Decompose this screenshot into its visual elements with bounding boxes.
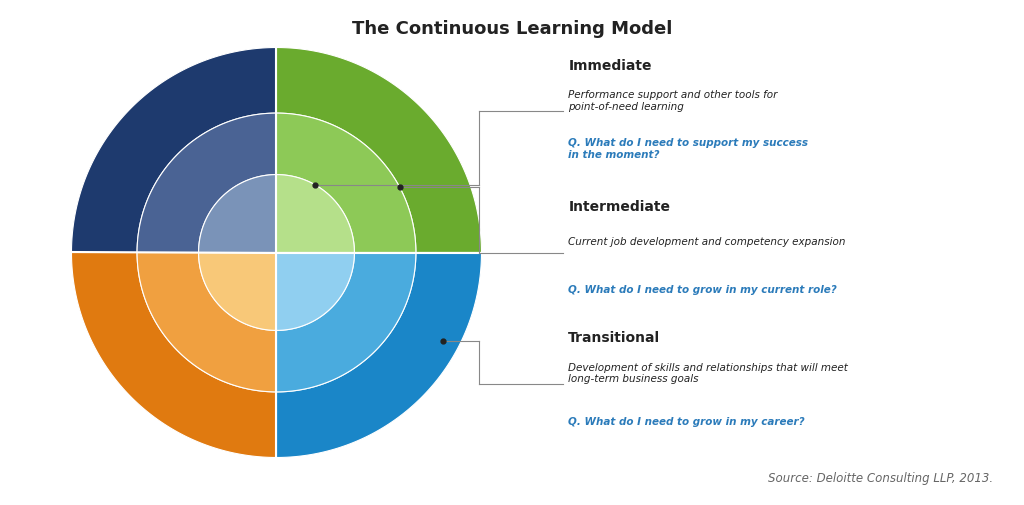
Text: P: P	[356, 86, 370, 102]
Polygon shape	[72, 252, 276, 458]
Polygon shape	[276, 47, 481, 252]
Text: E: E	[303, 68, 313, 82]
Polygon shape	[72, 47, 276, 252]
Text: C: C	[129, 131, 144, 145]
Text: E: E	[158, 386, 172, 401]
Text: X: X	[200, 411, 213, 427]
Polygon shape	[276, 113, 416, 253]
Text: Q. What do I need to support my success
in the moment?: Q. What do I need to support my success …	[568, 138, 808, 160]
Text: E: E	[443, 293, 458, 305]
Polygon shape	[199, 252, 276, 330]
Text: E: E	[224, 420, 236, 434]
Text: C: C	[93, 287, 108, 298]
Text: T: T	[288, 425, 297, 439]
Text: Immediate: Immediate	[568, 59, 652, 73]
Text: Development of skills and relationships that will meet
long-term business goals: Development of skills and relationships …	[568, 363, 848, 384]
Text: Transitional: Transitional	[568, 331, 660, 345]
Text: R: R	[138, 370, 155, 385]
Text: Intermediate: Intermediate	[568, 200, 671, 214]
Text: Source: Deloitte Consulting LLP, 2013.: Source: Deloitte Consulting LLP, 2013.	[768, 472, 993, 485]
Text: E: E	[110, 331, 125, 345]
Text: M: M	[347, 406, 364, 423]
Text: I: I	[124, 353, 137, 365]
Text: Q. What do I need to grow in my current role?: Q. What do I need to grow in my current …	[568, 285, 837, 295]
Text: N: N	[436, 313, 452, 327]
Text: Performance support and other tools for
point-of-need learning: Performance support and other tools for …	[568, 90, 777, 112]
Text: O: O	[379, 102, 395, 118]
Text: T: T	[168, 96, 181, 111]
Text: S: S	[401, 122, 417, 137]
Text: O: O	[384, 382, 400, 399]
Text: V: V	[426, 333, 442, 347]
Text: P: P	[178, 400, 191, 416]
Text: E: E	[95, 200, 110, 212]
Text: I: I	[191, 84, 202, 97]
Text: N: N	[308, 422, 321, 436]
Text: Q. What do I need to grow in my career?: Q. What do I need to grow in my career?	[568, 417, 805, 427]
Text: E: E	[330, 416, 341, 431]
Text: I: I	[416, 353, 429, 364]
Polygon shape	[199, 175, 276, 252]
Polygon shape	[276, 252, 416, 392]
Polygon shape	[276, 252, 354, 330]
Polygon shape	[137, 252, 276, 392]
Polygon shape	[276, 175, 354, 252]
Text: N: N	[239, 68, 251, 82]
Text: X: X	[330, 75, 342, 90]
Text: N: N	[367, 395, 383, 412]
Text: O: O	[214, 73, 227, 89]
Text: Current job development and competency expansion: Current job development and competency e…	[568, 237, 846, 247]
Text: E: E	[443, 200, 458, 212]
Text: E: E	[90, 264, 103, 273]
Text: R: R	[433, 172, 449, 185]
Text: D: D	[102, 175, 119, 189]
Text: R: R	[400, 368, 417, 383]
Polygon shape	[276, 252, 481, 458]
Text: The Continuous Learning Model: The Continuous Learning Model	[352, 20, 672, 38]
Text: A: A	[146, 112, 163, 127]
Text: U: U	[419, 145, 435, 161]
Polygon shape	[137, 113, 276, 253]
Text: N: N	[99, 309, 116, 323]
Text: U: U	[115, 152, 130, 167]
